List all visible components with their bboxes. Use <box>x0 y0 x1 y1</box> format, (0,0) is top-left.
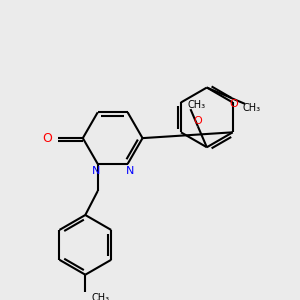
Text: N: N <box>125 167 134 176</box>
Text: CH₃: CH₃ <box>188 100 206 110</box>
Text: O: O <box>194 116 202 126</box>
Text: CH₃: CH₃ <box>242 103 260 113</box>
Text: N: N <box>92 167 100 176</box>
Text: O: O <box>42 132 52 145</box>
Text: O: O <box>230 99 239 109</box>
Text: CH₃: CH₃ <box>92 292 110 300</box>
